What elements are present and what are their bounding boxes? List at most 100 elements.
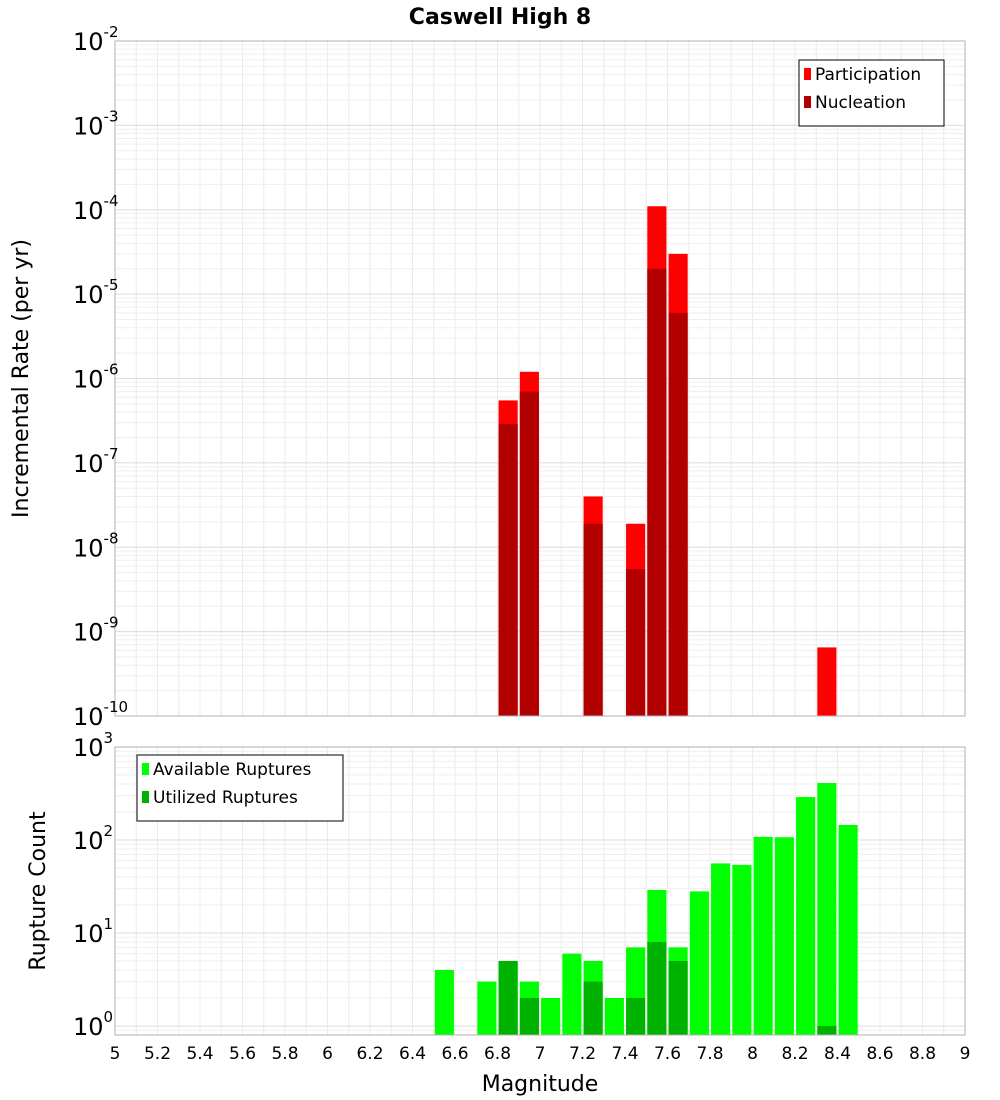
y-tick-exponent: -4 xyxy=(104,192,119,210)
y-tick-label: 10-5 xyxy=(73,276,119,309)
y-tick-label: 10-3 xyxy=(73,107,119,140)
legend: Available Ruptures Utilized Ruptures xyxy=(136,754,344,822)
y-tick-exponent: 0 xyxy=(104,1008,114,1026)
x-tick-label: 6.2 xyxy=(356,1044,383,1064)
legend: Participation Nucleation xyxy=(798,59,945,127)
y-tick-exponent: -8 xyxy=(104,529,119,547)
y-tick-exponent: -7 xyxy=(104,445,119,463)
y-axis-label: Incremental Rate (per yr) xyxy=(9,239,34,518)
y-tick-base: 10 xyxy=(73,197,104,225)
y-tick-base: 10 xyxy=(73,534,104,562)
y-tick-label: 101 xyxy=(73,915,113,948)
y-tick-exponent: 2 xyxy=(104,822,114,840)
x-tick-label: 5.4 xyxy=(186,1044,213,1064)
legend-box xyxy=(136,754,344,822)
y-tick-label: 102 xyxy=(73,822,113,855)
plot-frame xyxy=(114,746,966,1036)
y-tick-base: 10 xyxy=(73,619,104,647)
x-tick-label: 8.2 xyxy=(781,1044,808,1064)
bar xyxy=(626,997,646,1035)
y-tick-label: 10-6 xyxy=(73,361,119,394)
gridlines xyxy=(114,40,966,717)
bar xyxy=(689,891,709,1035)
bar xyxy=(562,953,582,1035)
bar xyxy=(477,981,497,1035)
bar xyxy=(668,312,688,716)
x-tick-label: 8.8 xyxy=(909,1044,936,1064)
y-tick-exponent: 1 xyxy=(104,915,114,933)
bar xyxy=(711,863,731,1035)
bar xyxy=(668,960,688,1035)
bar xyxy=(583,523,603,716)
x-tick-label: 8.4 xyxy=(824,1044,851,1064)
legend-swatch xyxy=(804,96,811,108)
x-tick-label: 9 xyxy=(960,1044,971,1064)
y-tick-exponent: 3 xyxy=(104,729,114,747)
x-tick-label: 7.8 xyxy=(696,1044,723,1064)
plot-frame xyxy=(114,40,966,717)
x-tick-label: 8.6 xyxy=(866,1044,893,1064)
x-axis-label: Magnitude xyxy=(482,1072,599,1097)
x-tick-label: 5 xyxy=(110,1044,121,1064)
bar xyxy=(817,647,837,716)
bar xyxy=(817,1025,837,1035)
y-tick-label: 10-4 xyxy=(73,192,119,225)
bar xyxy=(647,268,667,716)
x-tick-label: 7 xyxy=(535,1044,546,1064)
x-tick-label: 6.4 xyxy=(399,1044,426,1064)
bar xyxy=(774,837,794,1035)
y-tick-base: 10 xyxy=(73,920,104,948)
bar xyxy=(604,997,624,1035)
bar xyxy=(434,969,454,1035)
legend-box xyxy=(798,59,945,127)
y-tick-label: 100 xyxy=(73,1008,113,1041)
x-tick-label: 7.4 xyxy=(611,1044,638,1064)
legend-label: Available Ruptures xyxy=(153,760,311,780)
bar xyxy=(519,391,539,716)
x-tick-label: 8 xyxy=(747,1044,758,1064)
x-tick-label: 5.6 xyxy=(229,1044,256,1064)
y-tick-base: 10 xyxy=(73,703,104,731)
x-tick-label: 6.6 xyxy=(441,1044,468,1064)
bar xyxy=(647,942,667,1035)
y-tick-base: 10 xyxy=(73,734,104,762)
y-tick-base: 10 xyxy=(73,1013,104,1041)
chart-panel-1: 10-1010-910-810-710-610-510-410-310-2Inc… xyxy=(9,23,966,731)
bar xyxy=(796,796,816,1035)
x-tick-label: 6.8 xyxy=(484,1044,511,1064)
legend-swatch xyxy=(804,68,811,80)
series-2 xyxy=(498,268,688,716)
y-tick-label: 103 xyxy=(73,729,113,762)
legend-swatch xyxy=(142,791,149,803)
series-1 xyxy=(434,783,858,1035)
chart-title: Caswell High 8 xyxy=(409,5,591,30)
y-tick-exponent: -6 xyxy=(104,361,119,379)
bar xyxy=(498,960,518,1035)
y-tick-exponent: -10 xyxy=(104,698,129,716)
y-tick-label: 10-7 xyxy=(73,445,119,478)
bar xyxy=(838,824,858,1035)
x-tick-labels: 5 5.2 5.4 5.6 5.8 6 6.2 6.4 6.6 6.8 7 7.2 7.4 7.6 7.8 8… xyxy=(110,1044,971,1064)
y-tick-label: 10-2 xyxy=(73,23,119,56)
y-tick-exponent: -2 xyxy=(104,23,119,41)
x-tick-label: 5.2 xyxy=(144,1044,171,1064)
y-tick-label: 10-8 xyxy=(73,529,119,562)
bar xyxy=(817,783,837,1035)
y-tick-exponent: -3 xyxy=(104,107,119,125)
bar xyxy=(519,997,539,1035)
legend-label: Utilized Ruptures xyxy=(153,788,298,808)
y-tick-label: 10-10 xyxy=(73,698,128,731)
y-tick-base: 10 xyxy=(73,281,104,309)
y-axis-label: Rupture Count xyxy=(26,811,51,971)
bar xyxy=(498,423,518,716)
legend-swatch xyxy=(142,763,149,775)
x-tick-label: 7.2 xyxy=(569,1044,596,1064)
y-tick-base: 10 xyxy=(73,827,104,855)
y-tick-base: 10 xyxy=(73,112,104,140)
plot-area: 10-1010-910-810-710-610-510-410-310-2Inc… xyxy=(9,23,970,1097)
bar xyxy=(732,864,752,1035)
